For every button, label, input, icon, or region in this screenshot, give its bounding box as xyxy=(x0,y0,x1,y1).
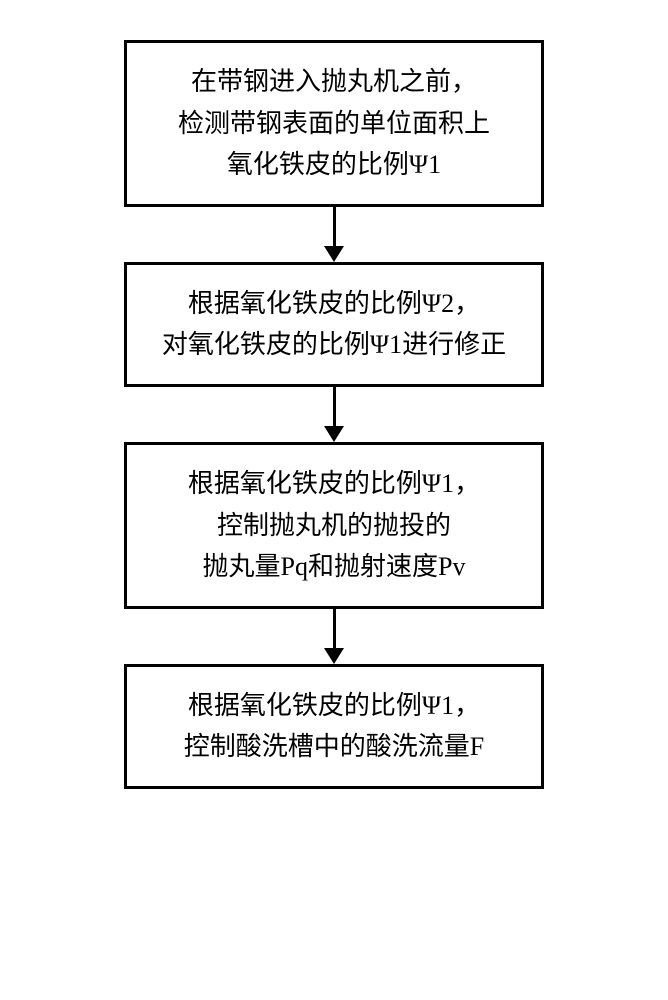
flowchart-step-2: 根据氧化铁皮的比例Ψ2， 对氧化铁皮的比例Ψ1进行修正 xyxy=(124,262,544,387)
flowchart-step-3: 根据氧化铁皮的比例Ψ1， 控制抛丸机的抛投的 抛丸量Pq和抛射速度Pv xyxy=(124,442,544,609)
step-text: 控制酸洗槽中的酸洗流量F xyxy=(157,726,511,768)
step-text: 检测带钢表面的单位面积上 xyxy=(157,103,511,145)
flowchart-step-1: 在带钢进入抛丸机之前， 检测带钢表面的单位面积上 氧化铁皮的比例Ψ1 xyxy=(124,40,544,207)
step-text: 根据氧化铁皮的比例Ψ1， xyxy=(157,463,511,505)
step-text: 根据氧化铁皮的比例Ψ2， xyxy=(157,283,511,325)
step-text: 抛丸量Pq和抛射速度Pv xyxy=(157,546,511,588)
step-text: 氧化铁皮的比例Ψ1 xyxy=(157,144,511,186)
step-text: 在带钢进入抛丸机之前， xyxy=(157,61,511,103)
arrow-down-icon xyxy=(324,207,344,262)
step-text: 控制抛丸机的抛投的 xyxy=(157,505,511,547)
arrow-down-icon xyxy=(324,387,344,442)
arrow-down-icon xyxy=(324,609,344,664)
flowchart-step-4: 根据氧化铁皮的比例Ψ1， 控制酸洗槽中的酸洗流量F xyxy=(124,664,544,789)
step-text: 根据氧化铁皮的比例Ψ1， xyxy=(157,685,511,727)
step-text: 对氧化铁皮的比例Ψ1进行修正 xyxy=(157,324,511,366)
flowchart-container: 在带钢进入抛丸机之前， 检测带钢表面的单位面积上 氧化铁皮的比例Ψ1 根据氧化铁… xyxy=(124,40,544,789)
